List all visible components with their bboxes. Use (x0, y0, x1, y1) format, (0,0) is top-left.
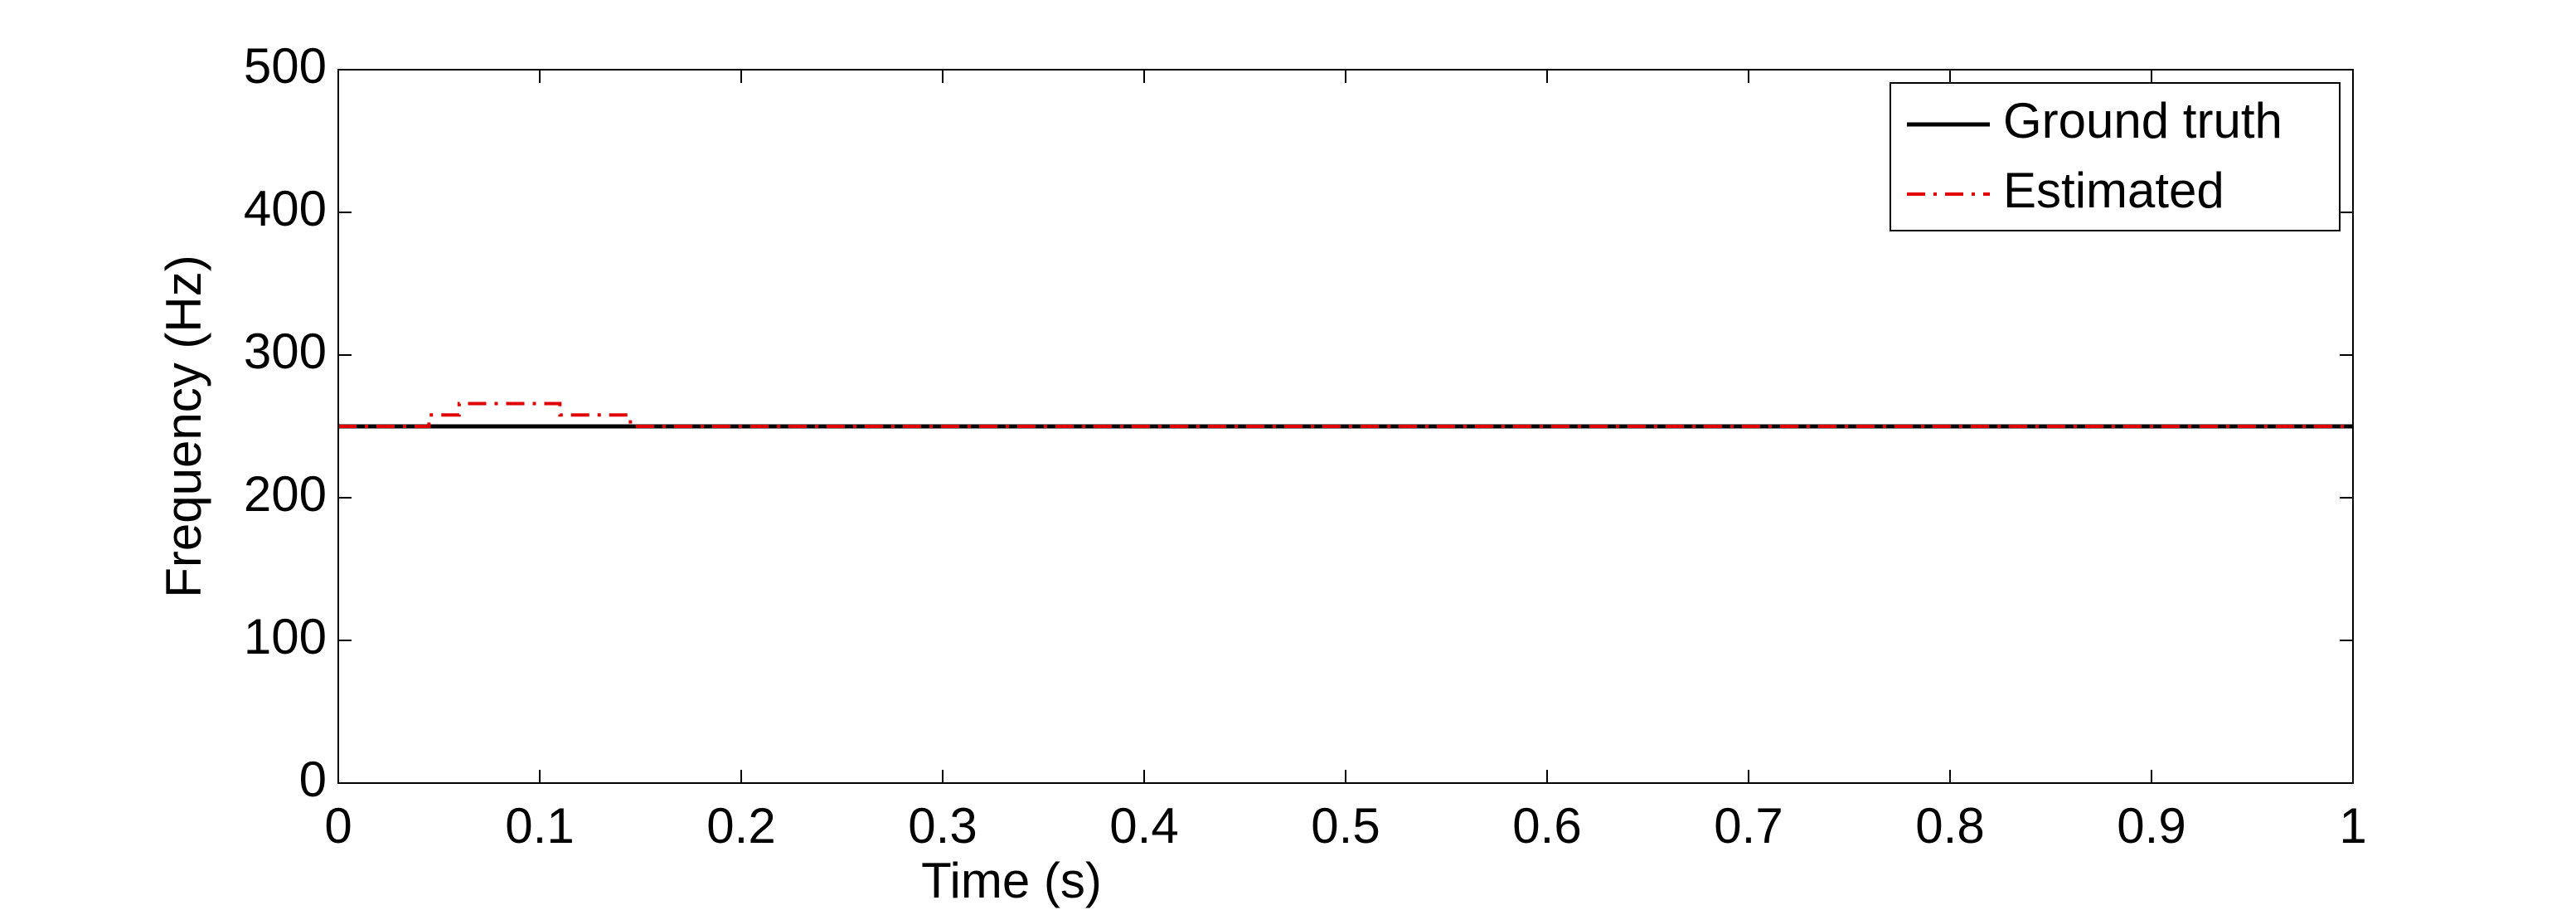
x-axis-label: Time (s) (921, 853, 1102, 908)
y-tick-label: 400 (244, 181, 327, 236)
x-tick-label: 0.9 (2117, 798, 2185, 854)
plot-frame (337, 69, 2354, 784)
x-tick-label: 0.2 (706, 798, 775, 854)
x-tick-label: 0.7 (1714, 798, 1783, 854)
x-tick-label: 0.8 (1915, 798, 1984, 854)
x-tick-label: 0.3 (908, 798, 977, 854)
y-tick-label: 100 (244, 609, 327, 664)
legend-label: Ground truth (2003, 93, 2283, 148)
y-tick-label: 200 (244, 466, 327, 522)
x-tick-label: 0.1 (505, 798, 574, 854)
x-tick-label: 1 (2339, 798, 2366, 854)
y-axis-label: Frequency (Hz) (156, 255, 211, 597)
series-line (338, 401, 2353, 428)
y-tick-label: 0 (299, 752, 327, 807)
legend-label: Estimated (2003, 163, 2224, 218)
x-tick-label: 0 (324, 798, 352, 854)
x-tick-label: 0.5 (1311, 798, 1380, 854)
y-tick-label: 500 (244, 38, 327, 94)
x-tick-label: 0.4 (1109, 798, 1178, 854)
legend-box (1890, 82, 2341, 231)
y-tick-label: 300 (244, 324, 327, 379)
x-tick-label: 0.6 (1512, 798, 1581, 854)
